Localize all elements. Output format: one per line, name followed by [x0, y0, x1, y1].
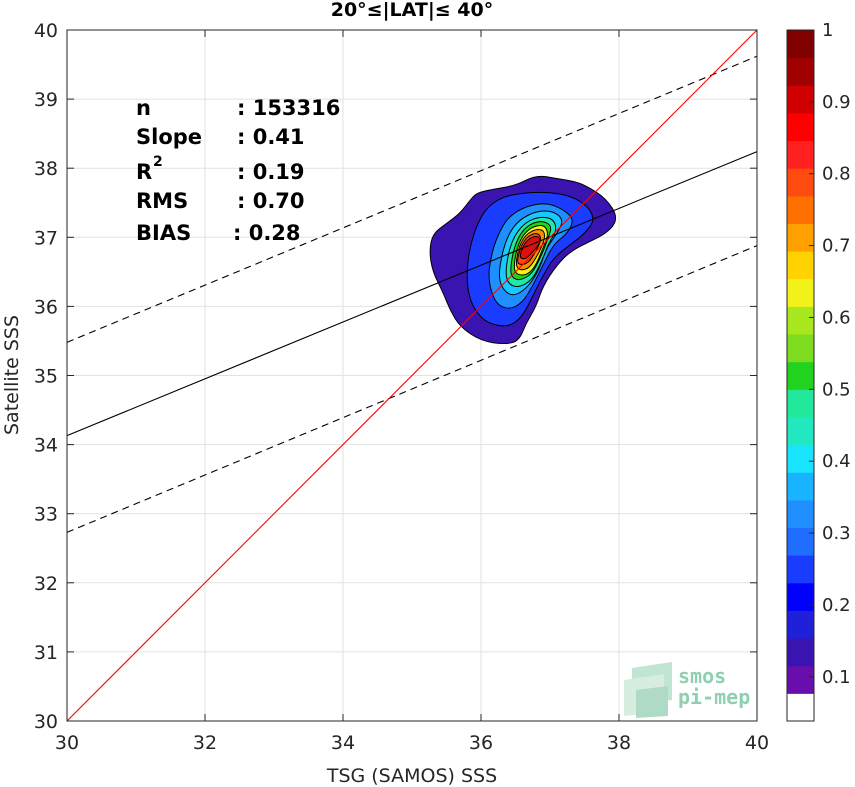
- y-tick-label: 34: [34, 435, 58, 457]
- colorbar-tick-label: 0.9: [822, 92, 851, 113]
- y-tick-label: 32: [34, 573, 58, 595]
- stat-slope-value: : 0.41: [237, 125, 305, 149]
- chart-title: 20°≤|LAT|≤ 40°: [331, 0, 494, 21]
- y-tick-label: 30: [34, 711, 58, 733]
- colorbar-tick-label: 0.5: [822, 379, 851, 400]
- colorbar-segment: [787, 472, 814, 501]
- colorbar-tick-label: 0.7: [822, 236, 851, 257]
- upper-bound-dashed-line: [66, 55, 758, 343]
- colorbar-frame: [786, 29, 815, 722]
- smos-pimep-logo: smos pi-mep: [624, 662, 750, 718]
- y-tick-label: 33: [34, 504, 58, 526]
- stat-slope-label: Slope: [136, 125, 202, 149]
- fit-lines: [66, 29, 758, 722]
- colorbar-segment: [787, 30, 814, 59]
- y-tick-label: 31: [34, 642, 58, 664]
- colorbar-tick-label: 0.3: [822, 523, 851, 544]
- y-axis-ticks: 30 31 32 33 34 35 36 37 38 39 40: [34, 20, 757, 733]
- colorbar-segment: [787, 112, 814, 142]
- colorbar-segment: [787, 610, 814, 639]
- colorbar-segment: [787, 251, 814, 280]
- stat-r2-label: R: [136, 160, 152, 184]
- y-tick-label: 36: [34, 296, 58, 318]
- stat-r2-superscript: 2: [153, 154, 163, 170]
- colorbar-segment: [787, 665, 814, 694]
- colorbar-segment: [787, 334, 814, 363]
- colorbar-segment: [787, 638, 814, 667]
- logo-waves-icon: [624, 662, 672, 718]
- colorbar-tick-label: 0.6: [822, 307, 851, 328]
- colorbar-segment: [787, 306, 814, 335]
- y-tick-label: 38: [34, 158, 58, 180]
- one-to-one-line: [66, 29, 758, 722]
- y-tick-label: 40: [34, 20, 58, 42]
- colorbar-segment: [787, 223, 814, 252]
- y-axis-label: Satellite SSS: [1, 315, 23, 435]
- logo-text-pimep: pi-mep: [678, 685, 750, 709]
- y-tick-label: 37: [34, 227, 58, 249]
- y-tick-label: 35: [34, 366, 58, 388]
- colorbar-segment: [787, 195, 814, 224]
- colorbar-segment: [787, 693, 814, 722]
- contour-level-10: [519, 235, 541, 260]
- colorbar-segment: [787, 499, 814, 529]
- x-tick-label: 32: [193, 732, 217, 754]
- colorbar-segment: [787, 389, 814, 418]
- x-axis-label: TSG (SAMOS) SSS: [326, 765, 497, 787]
- x-axis-ticks: 30 32 34 36 38 40: [55, 30, 769, 754]
- x-tick-label: 30: [55, 732, 79, 754]
- colorbar: [787, 30, 814, 722]
- colorbar-segment: [787, 444, 814, 473]
- stat-bias-value: : 0.28: [233, 221, 301, 245]
- regression-line: [66, 151, 758, 437]
- colorbar-segment: [787, 278, 814, 307]
- colorbar-ticks: 0.1 0.2 0.3 0.4 0.5 0.6 0.7 0.8 0.9 1: [809, 20, 851, 688]
- colorbar-segment: [787, 361, 814, 390]
- stat-rms-label: RMS: [136, 189, 188, 213]
- x-tick-label: 36: [469, 732, 493, 754]
- y-tick-label: 39: [34, 89, 58, 111]
- colorbar-segment: [787, 168, 814, 197]
- stat-r2-value: : 0.19: [237, 160, 305, 184]
- x-tick-label: 38: [607, 732, 631, 754]
- colorbar-tick-label: 0.8: [822, 164, 851, 185]
- colorbar-segment: [787, 416, 814, 446]
- lower-bound-dashed-line: [66, 245, 758, 533]
- stats-box: n : 153316 Slope : 0.41 R 2 : 0.19 RMS :…: [136, 96, 340, 245]
- colorbar-segment: [787, 527, 814, 556]
- colorbar-segment: [787, 140, 814, 169]
- colorbar-tick-label: 1: [822, 20, 833, 41]
- colorbar-tick-label: 0.2: [822, 595, 851, 616]
- x-tick-label: 40: [745, 732, 769, 754]
- x-tick-label: 34: [331, 732, 355, 754]
- logo-text-smos: smos: [678, 664, 726, 688]
- stat-bias-label: BIAS: [136, 221, 191, 245]
- stat-n-value: : 153316: [237, 96, 340, 120]
- stat-n-label: n: [136, 96, 151, 120]
- stat-rms-value: : 0.70: [237, 189, 305, 213]
- colorbar-tick-label: 0.4: [822, 451, 851, 472]
- colorbar-segment: [787, 582, 814, 611]
- colorbar-tick-label: 0.1: [822, 667, 851, 688]
- colorbar-segment: [787, 555, 814, 584]
- colorbar-segment: [787, 85, 814, 114]
- colorbar-segment: [787, 57, 814, 86]
